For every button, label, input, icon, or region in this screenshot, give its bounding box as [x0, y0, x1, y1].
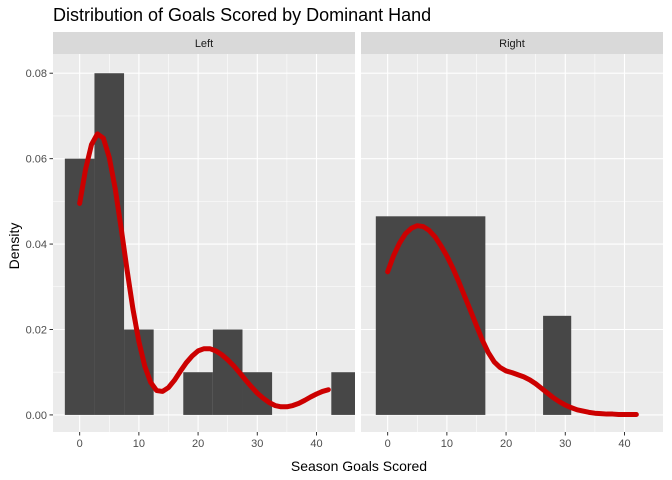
- facet-strip-label: Right: [499, 38, 525, 50]
- x-tick-label: 20: [500, 438, 512, 450]
- y-tick-label: 0.04: [26, 239, 47, 251]
- x-tick-label: 10: [133, 438, 145, 450]
- x-tick-label: 10: [441, 438, 453, 450]
- y-tick-label: 0.02: [26, 324, 47, 336]
- facet-right: Right: [361, 32, 663, 432]
- x-tick-label: 40: [618, 438, 630, 450]
- facet-strip-label: Left: [195, 38, 213, 50]
- histogram-bar: [94, 73, 124, 415]
- y-tick-label: 0.06: [26, 154, 47, 166]
- x-tick-label: 30: [251, 438, 263, 450]
- x-tick-label: 30: [559, 438, 571, 450]
- y-tick-label: 0.00: [26, 410, 47, 422]
- x-tick-label: 0: [77, 438, 83, 450]
- x-tick-label: 20: [192, 438, 204, 450]
- x-axis-title: Season Goals Scored: [291, 458, 427, 474]
- facet-left: Left: [53, 32, 361, 432]
- histogram-bar: [183, 372, 213, 415]
- x-tick-label: 0: [385, 438, 391, 450]
- y-tick-label: 0.08: [26, 68, 47, 80]
- y-axis-title: Density: [6, 223, 22, 270]
- x-tick-label: 40: [310, 438, 322, 450]
- chart-title: Distribution of Goals Scored by Dominant…: [53, 5, 431, 25]
- histogram-bar: [376, 216, 486, 415]
